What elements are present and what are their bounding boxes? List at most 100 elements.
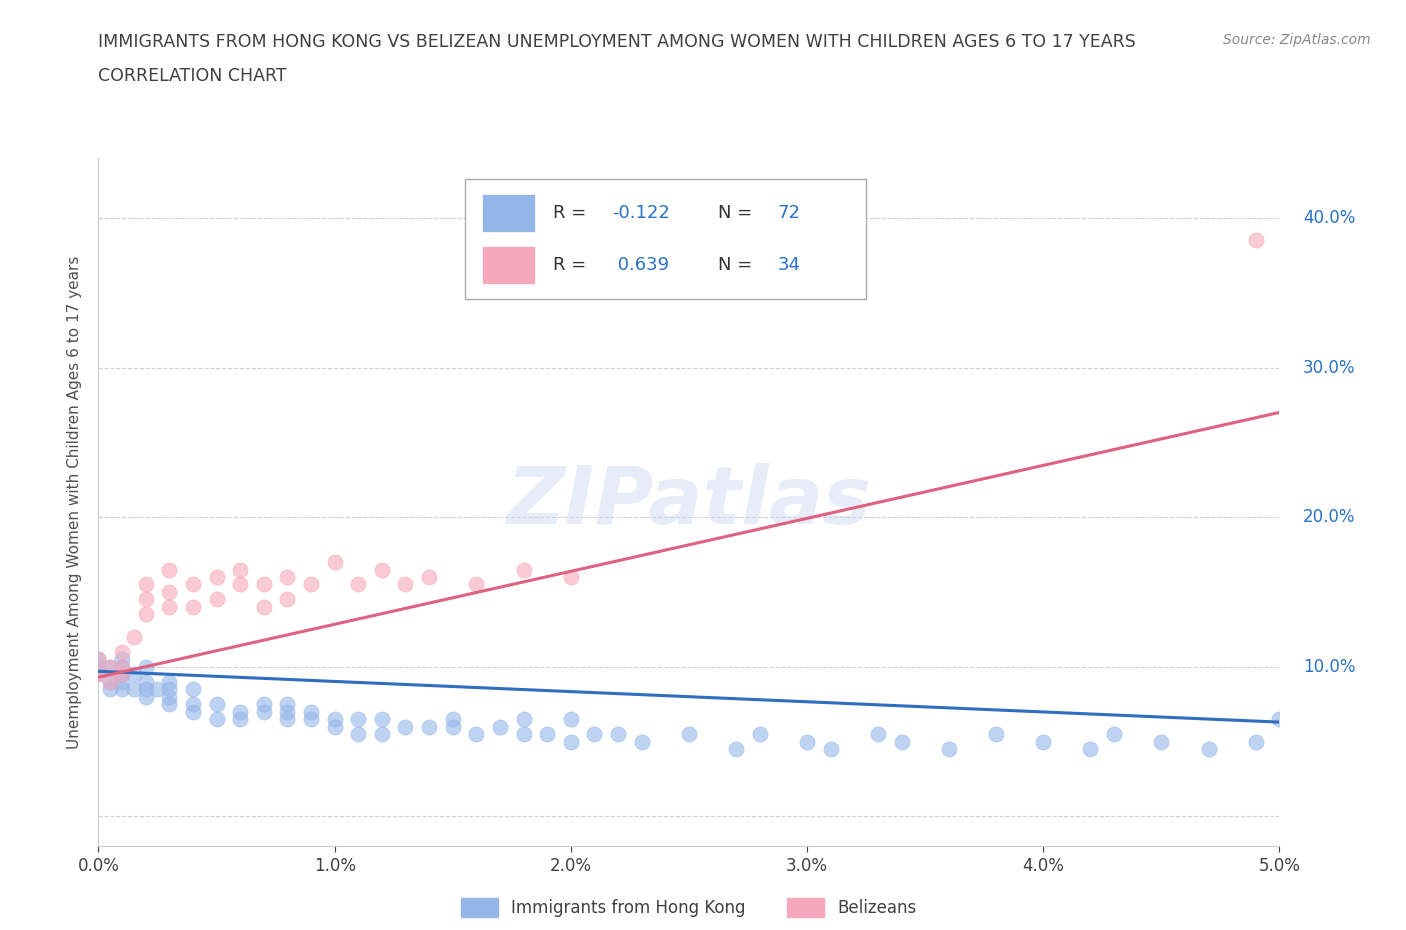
Point <box>229 704 252 719</box>
Point <box>276 569 298 584</box>
Point <box>181 704 204 719</box>
Text: IMMIGRANTS FROM HONG KONG VS BELIZEAN UNEMPLOYMENT AMONG WOMEN WITH CHILDREN AGE: IMMIGRANTS FROM HONG KONG VS BELIZEAN UN… <box>98 33 1136 50</box>
Point <box>111 659 134 674</box>
Point <box>87 667 110 682</box>
Bar <box>482 246 536 284</box>
Point <box>299 711 322 726</box>
Point <box>276 711 298 726</box>
Point <box>229 577 252 591</box>
Point <box>181 600 204 615</box>
Y-axis label: Unemployment Among Women with Children Ages 6 to 17 years: Unemployment Among Women with Children A… <box>67 256 83 749</box>
Point <box>111 667 134 682</box>
Point <box>181 682 204 697</box>
Point <box>181 577 204 591</box>
Point <box>536 726 558 741</box>
Point <box>1032 734 1054 749</box>
Point <box>146 682 169 697</box>
Point <box>111 667 134 682</box>
Point <box>98 682 121 697</box>
Point <box>512 562 534 577</box>
Legend: Immigrants from Hong Kong, Belizeans: Immigrants from Hong Kong, Belizeans <box>461 897 917 917</box>
Point <box>371 711 394 726</box>
Text: CORRELATION CHART: CORRELATION CHART <box>98 67 287 85</box>
Point <box>512 711 534 726</box>
Point <box>938 741 960 756</box>
Point <box>157 600 180 615</box>
Point <box>607 726 630 741</box>
Point <box>725 741 748 756</box>
Point <box>253 600 276 615</box>
Point <box>418 569 440 584</box>
Point <box>135 674 157 689</box>
Text: 34: 34 <box>778 256 800 273</box>
Point <box>441 719 464 734</box>
Point <box>98 659 121 674</box>
Point <box>866 726 889 741</box>
Point <box>796 734 818 749</box>
Point <box>512 726 534 741</box>
Text: N =: N = <box>718 256 752 273</box>
Point <box>111 652 134 667</box>
Point <box>205 592 228 607</box>
Text: 30.0%: 30.0% <box>1303 359 1355 377</box>
Point <box>205 697 228 711</box>
Point <box>98 674 121 689</box>
Bar <box>482 194 536 232</box>
Point <box>347 711 370 726</box>
Point <box>87 652 110 667</box>
Point <box>205 711 228 726</box>
Point <box>157 562 180 577</box>
Point <box>87 652 110 667</box>
Point <box>111 644 134 659</box>
Point <box>276 592 298 607</box>
Point <box>465 726 488 741</box>
Point <box>583 726 606 741</box>
Point <box>1198 741 1220 756</box>
Point <box>489 719 512 734</box>
Text: 72: 72 <box>778 205 800 222</box>
Text: R =: R = <box>553 256 586 273</box>
Text: ZIPatlas: ZIPatlas <box>506 463 872 541</box>
Point <box>122 667 145 682</box>
Point <box>441 711 464 726</box>
Point <box>87 659 110 674</box>
Point <box>229 711 252 726</box>
Point <box>135 577 157 591</box>
Point <box>157 674 180 689</box>
Point <box>820 741 842 756</box>
Point <box>276 697 298 711</box>
Point <box>984 726 1007 741</box>
Point <box>98 659 121 674</box>
Point <box>253 704 276 719</box>
Point <box>1268 711 1291 726</box>
Point <box>394 577 416 591</box>
Point <box>1150 734 1173 749</box>
Point <box>111 674 134 689</box>
Point <box>347 726 370 741</box>
Point <box>299 704 322 719</box>
Text: 0.639: 0.639 <box>612 256 669 273</box>
Point <box>135 689 157 704</box>
Point <box>157 682 180 697</box>
Text: Source: ZipAtlas.com: Source: ZipAtlas.com <box>1223 33 1371 46</box>
Point <box>560 711 582 726</box>
Point <box>229 562 252 577</box>
Point <box>276 704 298 719</box>
Point <box>418 719 440 734</box>
Point <box>135 592 157 607</box>
Point <box>253 577 276 591</box>
Point <box>1244 734 1267 749</box>
Point <box>323 711 346 726</box>
Point <box>323 719 346 734</box>
Point <box>299 577 322 591</box>
Point <box>253 697 276 711</box>
Point <box>371 726 394 741</box>
Point <box>347 577 370 591</box>
Point <box>135 682 157 697</box>
Point <box>157 585 180 600</box>
Point <box>135 607 157 622</box>
Point <box>1080 741 1102 756</box>
Text: N =: N = <box>718 205 752 222</box>
Point <box>157 697 180 711</box>
Point <box>560 569 582 584</box>
